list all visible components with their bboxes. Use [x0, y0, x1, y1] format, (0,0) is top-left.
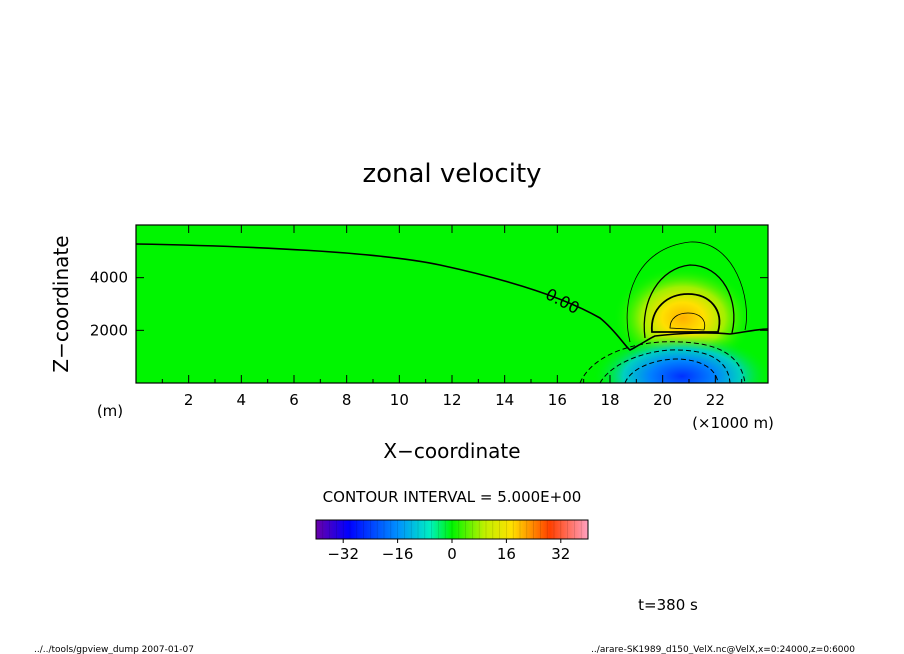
x-tick-label: 16	[548, 391, 567, 409]
x-tick-label: 12	[442, 391, 461, 409]
contour-interval-text: CONTOUR INTERVAL = 5.000E+00	[323, 488, 582, 506]
negative-contour-inner	[624, 358, 719, 383]
x-tick-label: 18	[600, 391, 619, 409]
x-axis-title: X−coordinate	[383, 439, 520, 463]
x-tick-label: 8	[342, 391, 352, 409]
colorbar-tick-label: 16	[497, 545, 516, 563]
colorbar-tick-label: −16	[382, 545, 414, 563]
positive-contour-inner	[651, 293, 721, 333]
x-tick-label: 2	[184, 391, 194, 409]
x-tick-label: 10	[390, 391, 409, 409]
y-axis-ticks: 2000 4000	[90, 269, 768, 339]
colorbar-ticks: −32 −16 0 16 32	[327, 539, 570, 563]
y-tick-label: 4000	[90, 269, 128, 287]
footer-right: ../arare-SK1989_d150_VelX.nc@VelX,x=0:24…	[591, 645, 855, 654]
x-tick-label: 4	[237, 391, 247, 409]
x-tick-label: 20	[653, 391, 672, 409]
colorbar-tick-label: −32	[327, 545, 359, 563]
x-tick-label: 14	[495, 391, 514, 409]
y-axis-units: (m)	[97, 402, 123, 420]
y-tick-label: 2000	[90, 321, 128, 339]
heatmap-field	[136, 225, 768, 383]
time-label: t=380 s	[638, 596, 698, 614]
colorbar-tick-label: 0	[447, 545, 457, 563]
negative-contour-mid	[599, 349, 731, 383]
negative-contour-outer	[579, 341, 746, 383]
colorbar-tick-label: 32	[551, 545, 570, 563]
zero-contour	[136, 243, 768, 351]
colorbar-bins	[322, 520, 582, 539]
x-tick-label: 6	[289, 391, 299, 409]
y-axis-title: Z−coordinate	[49, 235, 73, 372]
x-tick-label: 22	[706, 391, 725, 409]
chart-title: zonal velocity	[362, 159, 541, 189]
positive-contour-outer	[626, 241, 747, 343]
footer-left: ../../tools/gpview_dump 2007-01-07	[34, 645, 194, 654]
positive-contour-mid	[643, 264, 735, 339]
x-axis-units: (×1000 m)	[692, 414, 774, 432]
positive-contour-core	[669, 312, 706, 331]
colorbar	[316, 520, 588, 539]
x-axis-ticks: 2 4 6 8 10 12 14 16 18 20 22	[161, 225, 743, 409]
